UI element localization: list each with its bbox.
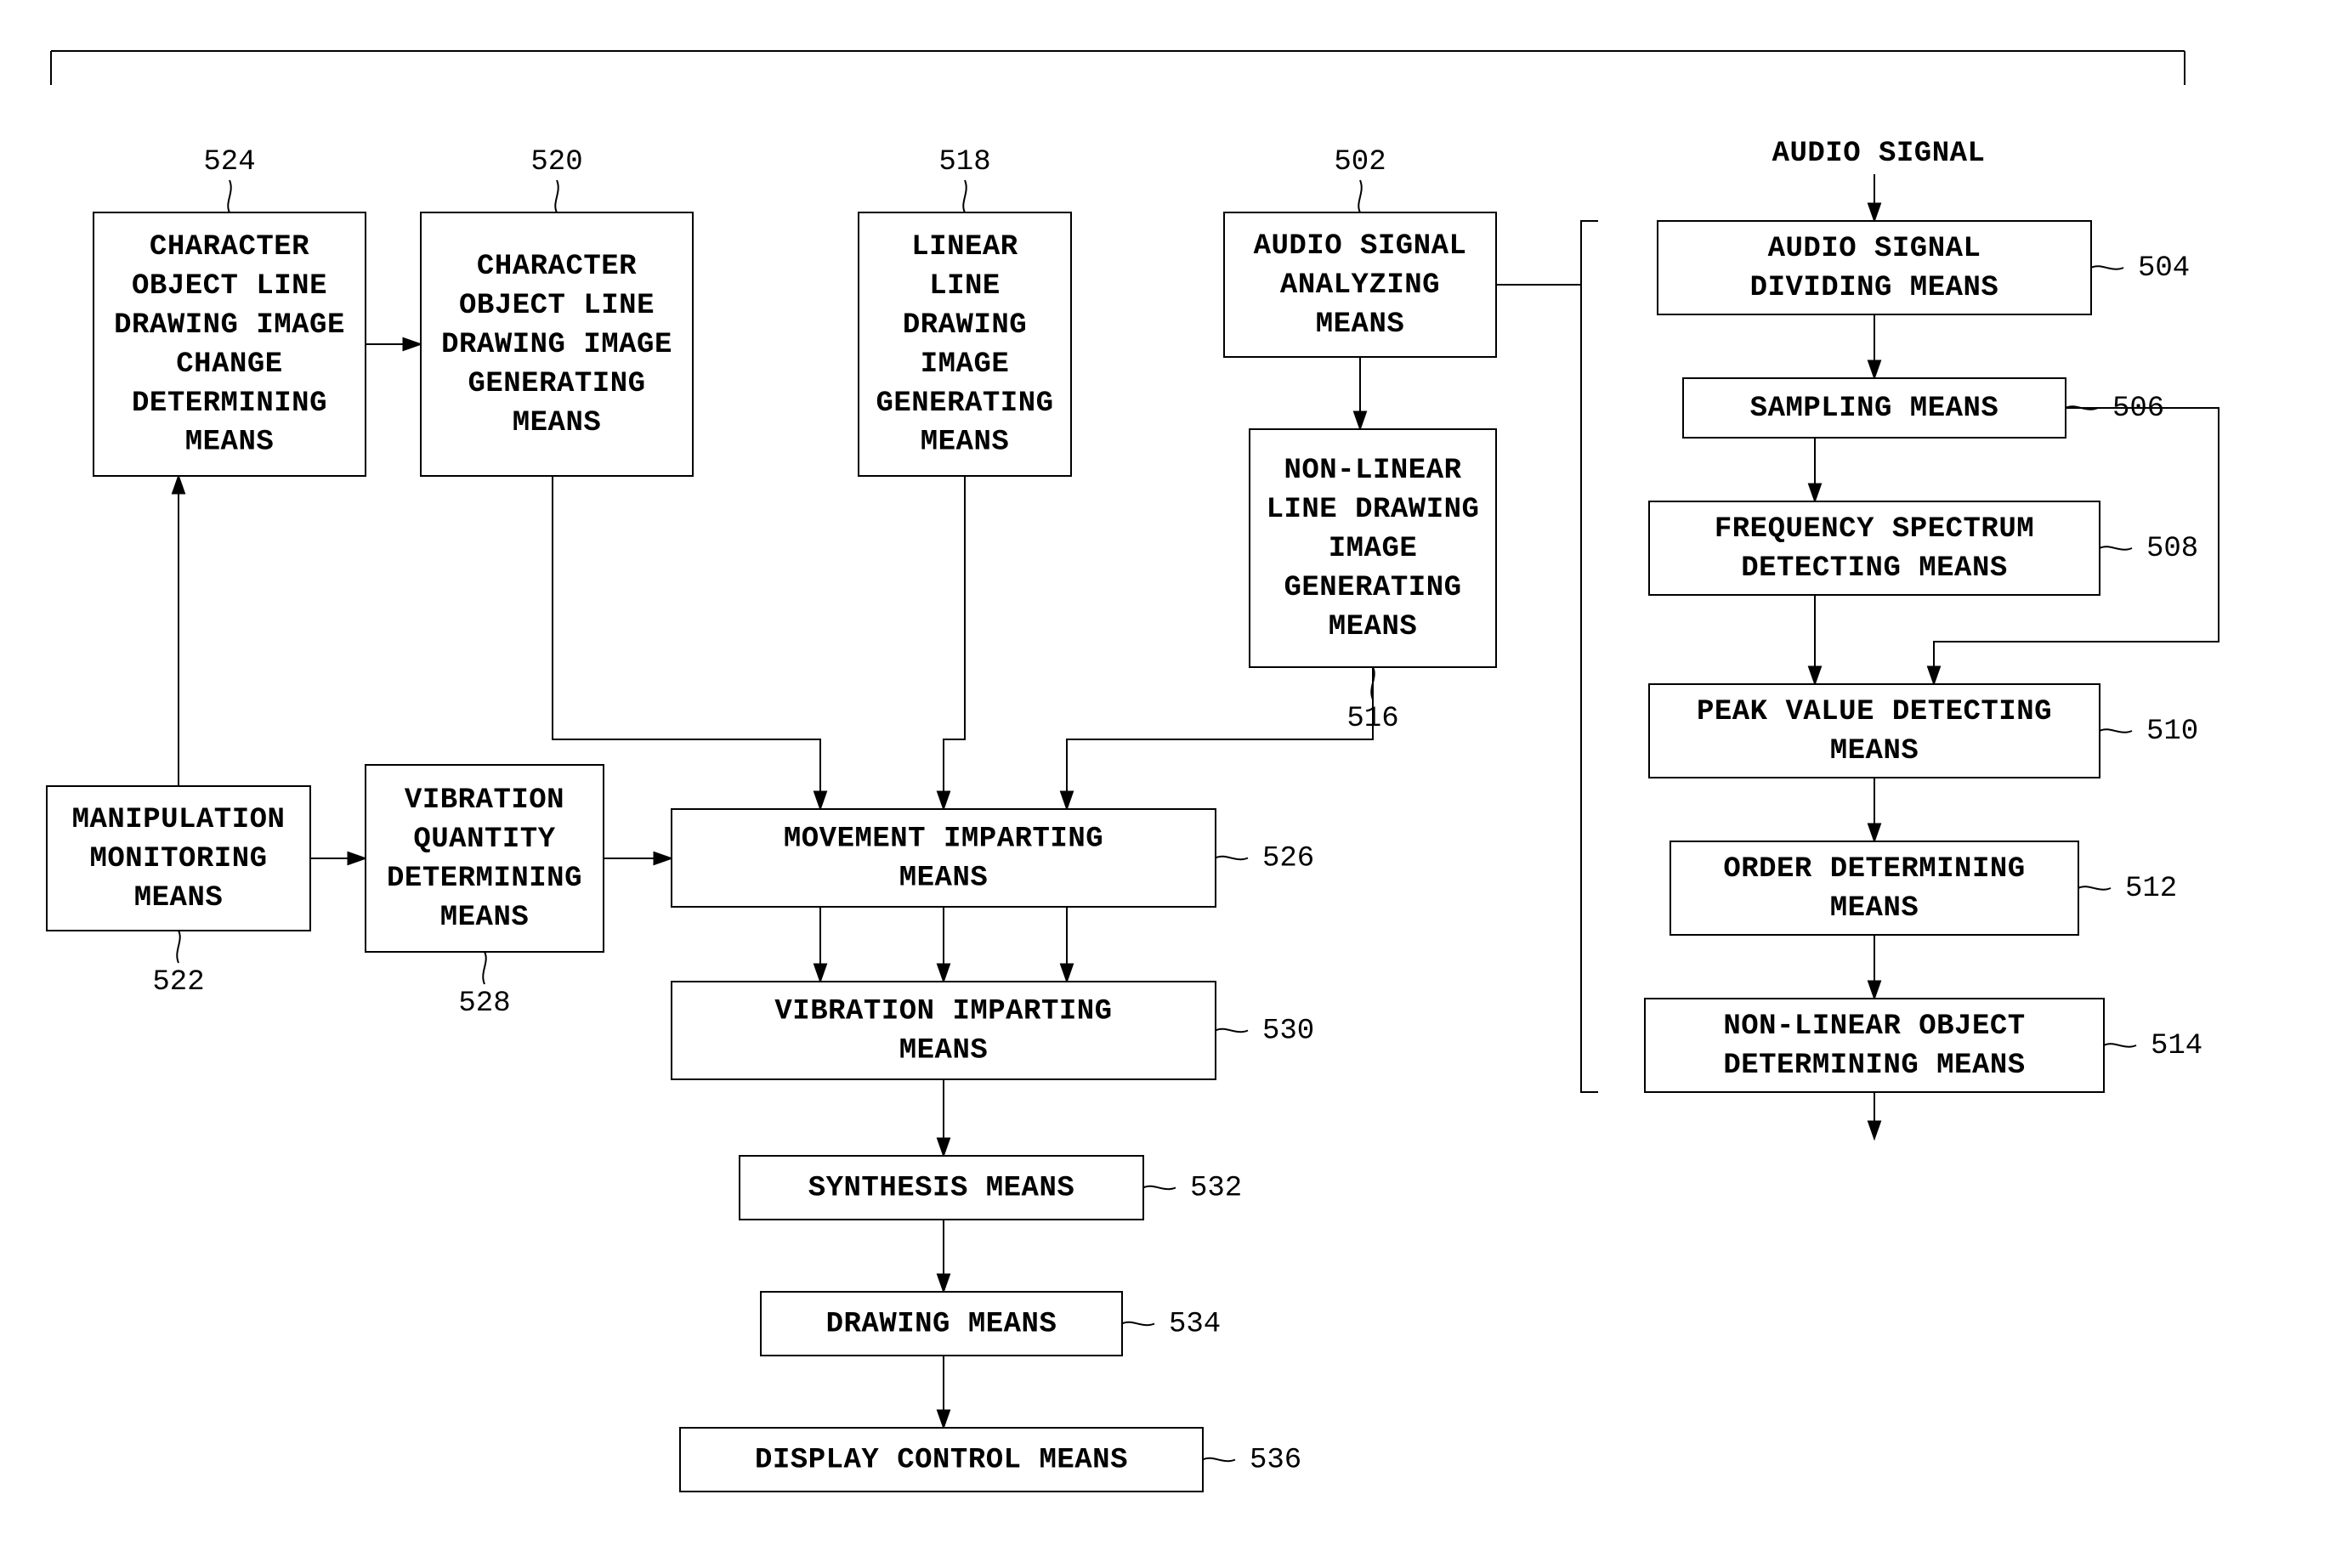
node-520-label: OBJECT LINE — [459, 290, 655, 322]
ref-leader-520 — [555, 180, 558, 212]
node-512-label: MEANS — [1830, 892, 1919, 925]
node-518-label: MEANS — [921, 427, 1010, 459]
ref-leader-534 — [1122, 1322, 1154, 1325]
ref-leader-512 — [2078, 886, 2111, 889]
ref-leader-532 — [1143, 1186, 1176, 1189]
ref-leader-522 — [177, 931, 179, 963]
node-516-label: GENERATING — [1284, 572, 1461, 604]
node-524-label: DRAWING IMAGE — [114, 309, 345, 342]
node-524-label: DETERMINING — [132, 388, 327, 420]
node-502-label: ANALYZING — [1280, 269, 1440, 302]
node-520-label: GENERATING — [468, 368, 645, 400]
node-534-label: DRAWING MEANS — [826, 1308, 1057, 1340]
node-518-label: GENERATING — [876, 388, 1053, 420]
node-518-label: IMAGE — [921, 348, 1010, 381]
ref-516: 516 — [1346, 703, 1398, 735]
ref-536: 536 — [1250, 1444, 1301, 1476]
node-528-label: QUANTITY — [413, 824, 555, 856]
ref-506: 506 — [2112, 393, 2164, 425]
ref-532: 532 — [1190, 1172, 1242, 1204]
node-522-label: MEANS — [134, 882, 224, 914]
node-518-label: DRAWING — [903, 309, 1027, 342]
node-528-label: DETERMINING — [387, 863, 582, 895]
node-520-label: DRAWING IMAGE — [441, 329, 672, 361]
node-524-label: MEANS — [185, 427, 275, 459]
ref-520: 520 — [530, 146, 582, 178]
ref-leader-504 — [2091, 266, 2123, 269]
node-510-label: MEANS — [1830, 735, 1919, 767]
ref-leader-514 — [2104, 1044, 2136, 1046]
ref-508: 508 — [2146, 533, 2198, 565]
ref-510: 510 — [2146, 716, 2198, 748]
ref-leader-510 — [2100, 729, 2132, 732]
ref-528: 528 — [458, 988, 510, 1020]
ref-518: 518 — [938, 146, 990, 178]
node-516-label: IMAGE — [1329, 533, 1418, 565]
ref-514: 514 — [2151, 1030, 2202, 1062]
node-536-label: DISPLAY CONTROL MEANS — [755, 1444, 1128, 1476]
node-514-label: DETERMINING MEANS — [1723, 1050, 2025, 1082]
node-524-label: OBJECT LINE — [132, 270, 327, 303]
node-510-label: PEAK VALUE DETECTING — [1697, 696, 2052, 728]
node-528-label: MEANS — [440, 902, 530, 934]
ref-leader-518 — [963, 180, 966, 212]
header-audio-signal: AUDIO SIGNAL — [1772, 138, 1986, 170]
node-518-label: LINE — [929, 270, 1001, 303]
node-508-label: DETECTING MEANS — [1741, 552, 2008, 585]
edge — [944, 476, 965, 809]
diagram-canvas: AUDIO SIGNAL CHARACTER OBJECT LINE DRAWING … — [0, 0, 2347, 1568]
node-514-label: NON-LINEAR OBJECT — [1723, 1010, 2025, 1043]
edge — [553, 476, 820, 809]
ref-leader-508 — [2100, 546, 2132, 549]
node-522-label: MONITORING — [89, 843, 267, 875]
ref-530: 530 — [1262, 1015, 1314, 1047]
node-516-label: NON-LINEAR — [1284, 455, 1461, 487]
node-504-label: AUDIO SIGNAL — [1768, 233, 1981, 265]
ref-504: 504 — [2138, 252, 2190, 285]
node-504-label: DIVIDING MEANS — [1750, 272, 1999, 304]
node-530-label: VIBRATION IMPARTING — [774, 996, 1112, 1028]
node-520-label: MEANS — [513, 407, 602, 439]
ref-leader-526 — [1216, 857, 1248, 859]
node-522-label: MANIPULATION — [72, 804, 286, 836]
node-518-label: LINEAR — [911, 231, 1018, 263]
node-524-label: CHANGE — [176, 348, 282, 381]
ref-526: 526 — [1262, 842, 1314, 875]
node-502-label: AUDIO SIGNAL — [1254, 230, 1467, 263]
node-532-label: SYNTHESIS MEANS — [808, 1172, 1075, 1204]
ref-leader-502 — [1358, 180, 1361, 212]
ref-leader-530 — [1216, 1029, 1248, 1032]
node-516-label: LINE DRAWING — [1267, 494, 1480, 526]
node-508-label: FREQUENCY SPECTRUM — [1715, 513, 2034, 546]
node-530-label: MEANS — [899, 1034, 989, 1067]
node-524-label: CHARACTER — [150, 231, 309, 263]
node-526-label: MEANS — [899, 862, 989, 894]
node-526-label: MOVEMENT IMPARTING — [784, 824, 1103, 856]
ref-502: 502 — [1334, 146, 1386, 178]
node-528-label: VIBRATION — [405, 784, 564, 817]
ref-512: 512 — [2125, 873, 2177, 905]
node-506-label: SAMPLING MEANS — [1750, 393, 1999, 425]
node-520-label: CHARACTER — [477, 251, 637, 283]
ref-leader-524 — [228, 180, 230, 212]
ref-522: 522 — [152, 966, 204, 999]
ref-leader-528 — [483, 952, 485, 984]
ref-524: 524 — [203, 146, 255, 178]
node-516-label: MEANS — [1329, 611, 1418, 643]
bracket — [1581, 221, 1598, 1092]
node-502-label: MEANS — [1316, 309, 1405, 341]
edge — [1067, 667, 1373, 809]
ref-534: 534 — [1169, 1308, 1221, 1340]
ref-leader-536 — [1203, 1458, 1235, 1461]
node-512-label: ORDER DETERMINING — [1723, 853, 2025, 886]
